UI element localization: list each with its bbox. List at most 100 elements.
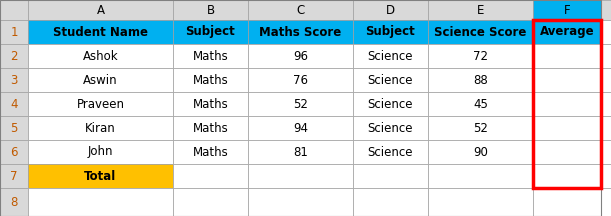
Bar <box>173 44 248 68</box>
Text: A: A <box>97 3 104 16</box>
Text: Maths: Maths <box>192 146 229 159</box>
Bar <box>428 164 533 188</box>
Bar <box>248 188 353 216</box>
Bar <box>173 188 248 216</box>
Bar <box>601 92 611 116</box>
Bar <box>248 92 353 116</box>
Bar <box>428 68 533 92</box>
Text: Average: Average <box>540 25 595 38</box>
Text: 4: 4 <box>10 97 18 111</box>
Bar <box>173 92 248 116</box>
Text: Maths: Maths <box>192 97 229 111</box>
Text: C: C <box>296 3 305 16</box>
Bar <box>353 20 428 44</box>
Text: Praveen: Praveen <box>76 97 125 111</box>
Bar <box>428 92 533 116</box>
Bar <box>0 116 28 140</box>
Bar <box>0 164 28 188</box>
Text: Maths: Maths <box>192 49 229 62</box>
Bar <box>0 20 28 44</box>
Text: 88: 88 <box>473 73 488 86</box>
Bar <box>173 116 248 140</box>
Bar <box>428 0 533 20</box>
Bar <box>248 164 353 188</box>
Bar <box>533 20 601 188</box>
Bar <box>601 116 611 140</box>
Bar <box>28 0 173 20</box>
Bar <box>28 116 173 140</box>
Text: B: B <box>207 3 214 16</box>
Bar <box>601 68 611 92</box>
Text: 5: 5 <box>10 121 18 135</box>
Bar <box>353 92 428 116</box>
Bar <box>173 140 248 164</box>
Bar <box>173 164 248 188</box>
Text: 7: 7 <box>10 170 18 183</box>
Text: E: E <box>477 3 484 16</box>
Bar <box>173 20 248 44</box>
Bar <box>353 140 428 164</box>
Bar <box>28 20 173 44</box>
Bar <box>353 164 428 188</box>
Bar <box>28 68 173 92</box>
Bar <box>601 0 611 20</box>
Text: Maths Score: Maths Score <box>260 25 342 38</box>
Text: 94: 94 <box>293 121 308 135</box>
Text: 52: 52 <box>293 97 308 111</box>
Bar <box>248 68 353 92</box>
Bar <box>248 0 353 20</box>
Bar <box>533 0 601 20</box>
Text: 90: 90 <box>473 146 488 159</box>
Bar <box>533 188 601 216</box>
Bar <box>28 44 173 68</box>
Text: 3: 3 <box>10 73 18 86</box>
Text: Science: Science <box>368 49 413 62</box>
Text: Student Name: Student Name <box>53 25 148 38</box>
Bar <box>0 68 28 92</box>
Text: Subject: Subject <box>186 25 235 38</box>
Bar <box>248 116 353 140</box>
Text: Maths: Maths <box>192 73 229 86</box>
Bar <box>0 140 28 164</box>
Bar <box>428 140 533 164</box>
Text: Total: Total <box>84 170 117 183</box>
Text: 76: 76 <box>293 73 308 86</box>
Bar <box>601 188 611 216</box>
Text: Science Score: Science Score <box>434 25 527 38</box>
Bar <box>173 0 248 20</box>
Text: F: F <box>564 3 570 16</box>
Text: 52: 52 <box>473 121 488 135</box>
Bar <box>353 116 428 140</box>
Text: 2: 2 <box>10 49 18 62</box>
Text: Ashok: Ashok <box>82 49 119 62</box>
Text: Science: Science <box>368 121 413 135</box>
Bar <box>428 188 533 216</box>
Text: Maths: Maths <box>192 121 229 135</box>
Bar <box>248 140 353 164</box>
Bar <box>428 44 533 68</box>
Bar <box>0 92 28 116</box>
Bar <box>533 140 601 164</box>
Text: 45: 45 <box>473 97 488 111</box>
Bar <box>0 0 28 20</box>
Bar <box>601 164 611 188</box>
Text: Science: Science <box>368 73 413 86</box>
Text: John: John <box>88 146 113 159</box>
Bar <box>28 140 173 164</box>
Text: Kiran: Kiran <box>85 121 116 135</box>
Bar <box>353 188 428 216</box>
Bar <box>28 188 173 216</box>
Bar <box>533 92 601 116</box>
Bar <box>0 188 28 216</box>
Bar <box>28 164 173 188</box>
Bar <box>353 0 428 20</box>
Bar <box>533 44 601 68</box>
Text: Subject: Subject <box>365 25 415 38</box>
Bar <box>0 44 28 68</box>
Bar <box>533 164 601 188</box>
Bar <box>428 20 533 44</box>
Bar <box>533 68 601 92</box>
Bar <box>601 20 611 44</box>
Bar <box>428 116 533 140</box>
Text: D: D <box>386 3 395 16</box>
